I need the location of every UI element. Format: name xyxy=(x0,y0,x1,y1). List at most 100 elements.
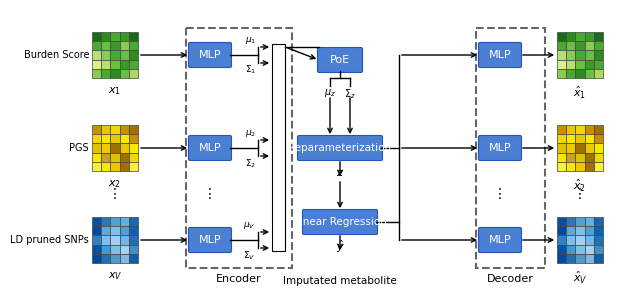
Bar xyxy=(120,254,129,263)
Bar xyxy=(120,50,129,60)
Bar xyxy=(557,32,566,41)
Bar xyxy=(575,245,584,254)
Bar xyxy=(566,32,575,41)
Bar xyxy=(557,125,566,134)
Bar xyxy=(111,125,120,134)
Text: MLP: MLP xyxy=(198,143,221,153)
Bar xyxy=(92,41,101,50)
FancyBboxPatch shape xyxy=(189,227,232,252)
Bar xyxy=(272,44,285,251)
Bar xyxy=(92,32,101,41)
Bar xyxy=(575,254,584,263)
Bar xyxy=(594,60,603,69)
Bar xyxy=(594,217,603,226)
Text: PoE: PoE xyxy=(330,55,350,65)
Bar xyxy=(575,32,584,41)
Bar xyxy=(129,134,138,143)
Bar xyxy=(129,69,138,78)
Bar xyxy=(575,143,584,153)
Bar xyxy=(92,60,101,69)
Bar xyxy=(101,245,111,254)
Bar xyxy=(575,125,584,134)
FancyBboxPatch shape xyxy=(298,136,383,161)
Bar xyxy=(111,254,120,263)
Bar xyxy=(566,134,575,143)
Bar xyxy=(120,162,129,171)
Text: MLP: MLP xyxy=(489,50,511,60)
Text: $\mu_z$: $\mu_z$ xyxy=(324,87,336,99)
Bar xyxy=(120,235,129,245)
Bar xyxy=(120,143,129,153)
FancyBboxPatch shape xyxy=(479,136,522,161)
Bar xyxy=(575,153,584,162)
Text: LD pruned SNPs: LD pruned SNPs xyxy=(10,235,89,245)
Bar xyxy=(92,125,101,134)
Text: $\hat{y}$: $\hat{y}$ xyxy=(335,239,344,255)
Text: Burden Score: Burden Score xyxy=(24,50,89,60)
Bar xyxy=(129,60,138,69)
Bar xyxy=(584,153,594,162)
Bar xyxy=(594,235,603,245)
Bar xyxy=(120,217,129,226)
Bar xyxy=(111,217,120,226)
Bar xyxy=(594,245,603,254)
Text: $\hat{x}_1$: $\hat{x}_1$ xyxy=(573,85,587,101)
Bar xyxy=(101,32,111,41)
Bar xyxy=(575,41,584,50)
Bar xyxy=(101,134,111,143)
Bar xyxy=(584,245,594,254)
Bar xyxy=(111,235,120,245)
Bar xyxy=(594,41,603,50)
Bar xyxy=(111,134,120,143)
Bar xyxy=(92,143,101,153)
Bar xyxy=(129,50,138,60)
Bar xyxy=(575,217,584,226)
Bar xyxy=(129,245,138,254)
Bar xyxy=(557,162,566,171)
FancyBboxPatch shape xyxy=(479,227,522,252)
Bar xyxy=(594,50,603,60)
Bar xyxy=(594,162,603,171)
Bar xyxy=(101,153,111,162)
FancyBboxPatch shape xyxy=(479,43,522,68)
Bar xyxy=(111,245,120,254)
Bar xyxy=(584,32,594,41)
Text: ⋮: ⋮ xyxy=(108,187,122,201)
Bar xyxy=(575,60,584,69)
Bar xyxy=(120,32,129,41)
Text: $\Sigma_2$: $\Sigma_2$ xyxy=(245,157,256,170)
Bar xyxy=(594,153,603,162)
Text: MLP: MLP xyxy=(489,143,511,153)
Bar xyxy=(101,41,111,50)
Bar xyxy=(111,60,120,69)
Bar xyxy=(120,134,129,143)
Bar xyxy=(575,69,584,78)
Text: Decoder: Decoder xyxy=(487,274,534,284)
Text: Imputated metabolite: Imputated metabolite xyxy=(283,276,397,286)
Bar xyxy=(584,226,594,235)
Text: PGS: PGS xyxy=(69,143,89,153)
Bar xyxy=(120,69,129,78)
Text: $x_2$: $x_2$ xyxy=(109,178,122,190)
Bar xyxy=(557,245,566,254)
Text: MLP: MLP xyxy=(198,50,221,60)
Text: $z$: $z$ xyxy=(336,168,344,178)
Text: Encoder: Encoder xyxy=(216,274,262,284)
Text: $\Sigma_1$: $\Sigma_1$ xyxy=(244,64,256,77)
Bar xyxy=(584,125,594,134)
Bar xyxy=(111,226,120,235)
Bar xyxy=(557,69,566,78)
Text: $x_1$: $x_1$ xyxy=(108,85,122,97)
Bar xyxy=(594,32,603,41)
Bar xyxy=(92,134,101,143)
Bar xyxy=(594,143,603,153)
Bar xyxy=(129,153,138,162)
Bar xyxy=(566,143,575,153)
Bar xyxy=(101,69,111,78)
Bar xyxy=(594,69,603,78)
Bar xyxy=(557,134,566,143)
Bar xyxy=(594,134,603,143)
Bar xyxy=(101,162,111,171)
Bar xyxy=(129,162,138,171)
Bar xyxy=(566,217,575,226)
